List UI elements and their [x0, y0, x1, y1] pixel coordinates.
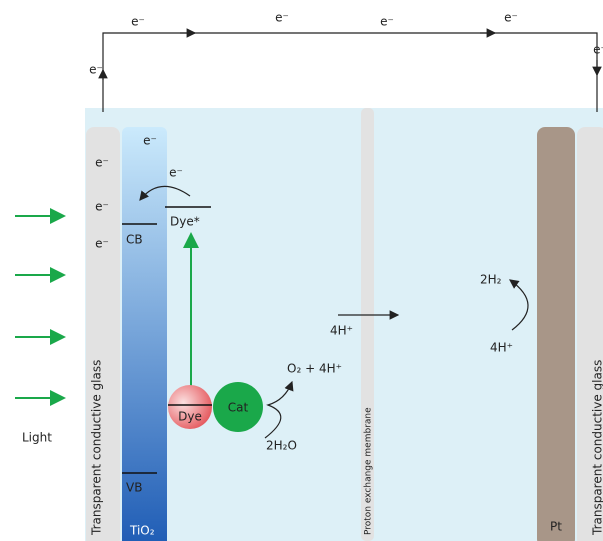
electron: e⁻ — [95, 156, 109, 170]
glass — [577, 127, 603, 541]
electron: e⁻ — [131, 15, 145, 29]
product: 2H₂ — [480, 273, 502, 287]
electron: e⁻ — [169, 166, 183, 180]
electron: e⁻ — [380, 15, 394, 29]
electron: e⁻ — [275, 11, 289, 25]
electron: e⁻ — [143, 134, 157, 148]
dye-label: Dye — [178, 410, 202, 424]
light-label: Light — [22, 431, 52, 445]
arrow — [509, 279, 529, 331]
proton-flow: 4H⁺ — [330, 324, 353, 338]
reactant: 4H⁺ — [490, 341, 513, 355]
dye-excited-label: Dye* — [170, 215, 200, 229]
arrow — [139, 185, 191, 201]
glass-label: Transparent conductive glass — [90, 360, 104, 536]
tio2-label: TiO₂ — [129, 524, 155, 538]
pt-electrode — [537, 127, 575, 541]
electron: e⁻ — [89, 63, 103, 77]
product: O₂ + 4H⁺ — [287, 362, 342, 376]
electron: e⁻ — [95, 237, 109, 251]
electron: e⁻ — [504, 11, 518, 25]
membrane — [361, 108, 374, 541]
catalyst-label: Cat — [228, 401, 249, 415]
dye — [168, 385, 212, 429]
tio2-layer — [122, 127, 167, 541]
cb-label: CB — [126, 233, 143, 247]
electrolyte — [85, 108, 603, 541]
glass-label: Transparent conductive glass — [591, 360, 603, 536]
arrow — [264, 380, 294, 439]
vb-label: VB — [126, 481, 142, 495]
electron: e⁻ — [593, 43, 603, 57]
pt-label: Pt — [550, 520, 562, 534]
membrane-label: Proton exchange membrane — [364, 407, 374, 535]
reactant: 2H₂O — [266, 439, 297, 453]
catalyst — [213, 382, 263, 432]
glass — [86, 127, 120, 541]
electron: e⁻ — [95, 200, 109, 214]
circuit-wire — [102, 32, 598, 112]
